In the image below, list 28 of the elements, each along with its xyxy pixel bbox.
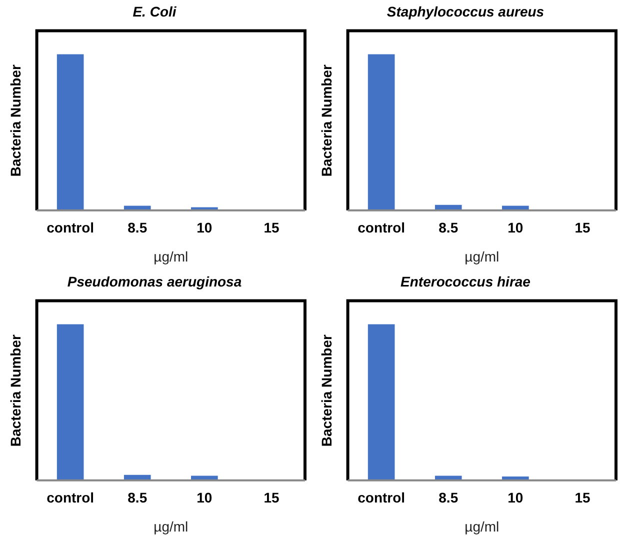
x-axis-title: µg/ml [154,518,188,534]
x-tick-label: 10 [508,220,524,236]
x-tick-label: 10 [508,490,524,506]
x-tick-label: 8.5 [438,220,458,236]
x-tick-label: 15 [574,220,590,236]
y-axis-title: Bacteria Number [7,334,24,447]
x-axis-title: µg/ml [464,248,500,264]
x-axis-title: µg/ml [154,248,188,264]
chart-title: Enterococcus hirae [400,273,531,290]
chart-title: Staphylococcus aureus [386,3,544,20]
x-tick-label: 8.5 [128,490,148,506]
y-axis-title: Bacteria Number [318,334,334,447]
x-tick-label: control [358,490,406,506]
x-axis-title: µg/ml [464,518,500,534]
x-tick-label: 15 [574,490,590,506]
chart-title: Pseudomonas aeruginosa [67,273,242,290]
x-tick-label: 15 [264,220,280,236]
x-tick-label: 8.5 [438,490,458,506]
x-tick-label: 15 [264,490,280,506]
x-tick-label: 10 [196,220,212,236]
x-tick-label: 8.5 [128,220,148,236]
x-tick-label: control [46,220,94,236]
x-tick-label: control [358,220,406,236]
x-tick-label: control [46,490,94,506]
y-axis-title: Bacteria Number [7,64,24,177]
x-tick-label: 10 [196,490,212,506]
chart-title: E. Coli [132,3,178,20]
y-axis-title: Bacteria Number [318,64,334,177]
